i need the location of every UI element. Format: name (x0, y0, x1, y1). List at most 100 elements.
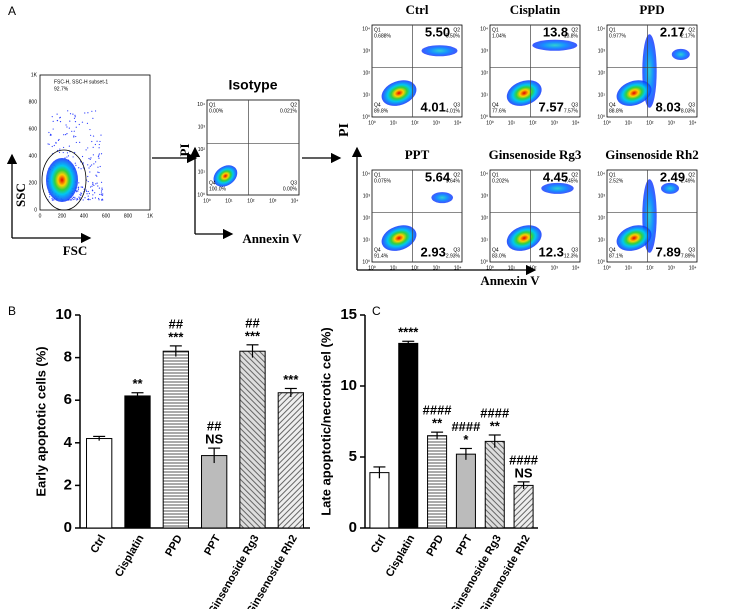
bar (513, 484, 534, 529)
x-tick-label: 400 (80, 213, 89, 219)
event-dot (89, 165, 91, 167)
quadrant-pct: 4.01% (446, 108, 461, 114)
event-dot (89, 171, 91, 173)
event-dot (75, 126, 77, 128)
event-dot (92, 181, 94, 184)
y-tick-label: 10³ (198, 124, 206, 130)
x-tick-label: 10⁰ (603, 120, 611, 126)
quadrant-pct: 0.00% (283, 186, 298, 192)
event-dot (87, 199, 90, 201)
event-dot (98, 187, 100, 189)
quadrant-pct: 0.00% (209, 108, 224, 114)
y-tick-label: 10⁴ (480, 27, 488, 33)
x-tick-label: 10³ (551, 120, 559, 126)
event-dot (69, 199, 71, 201)
event-dot (101, 194, 104, 196)
event-dot (87, 112, 89, 114)
x-tick-label: 10¹ (625, 265, 633, 271)
quadrant-name: Q2 (571, 27, 578, 33)
significance: *** (283, 372, 299, 387)
event-dot (97, 185, 99, 187)
significance: *** (168, 329, 184, 344)
event-dot (94, 192, 96, 194)
event-dot (72, 156, 74, 158)
event-dot (87, 190, 89, 193)
event-dot (80, 194, 82, 197)
event-dot (88, 157, 90, 160)
event-dot (91, 110, 93, 112)
y-tick-label: 10¹ (598, 92, 606, 98)
event-dot (89, 198, 91, 201)
density (616, 80, 652, 106)
event-dot (88, 167, 90, 169)
event-dot (92, 183, 94, 186)
event-dot (101, 187, 103, 189)
event-dot (98, 197, 100, 200)
event-dot (73, 117, 76, 119)
y-tick-label: 10 (55, 306, 72, 323)
y-tick-label: 10² (198, 147, 206, 153)
event-dot (93, 184, 95, 187)
significance: #### (423, 403, 453, 418)
quadrant-name: Q4 (209, 180, 216, 186)
x-tick-label: 10⁰ (486, 120, 494, 126)
quadrant-name: Q3 (571, 247, 578, 253)
event-dot (56, 119, 59, 122)
x-tick-label: 10² (529, 265, 537, 271)
quadrant-name: Q1 (209, 102, 216, 108)
quadrant-name: Q3 (453, 247, 460, 253)
q2-value: 4.45 (543, 169, 568, 184)
event-dot (90, 134, 92, 136)
event-dot (77, 187, 79, 189)
event-dot (51, 116, 53, 118)
significance: ** (490, 418, 501, 433)
event-dot (51, 199, 54, 201)
quadrant-name: Q3 (571, 102, 578, 108)
x-tick-label: 10² (247, 198, 255, 204)
y-tick-label: 10⁰ (480, 114, 488, 120)
event-dot (65, 124, 67, 126)
event-dot (66, 133, 68, 135)
significance: ## (169, 316, 184, 331)
y-tick-label: 10⁴ (597, 27, 605, 33)
y-tick-label: 4 (64, 434, 73, 451)
event-dot (99, 140, 101, 143)
event-dot (98, 143, 100, 146)
bar (398, 342, 419, 529)
q3-value: 4.01 (421, 99, 446, 114)
x-tick-label: 0 (39, 213, 42, 219)
x-tick-label: PPD (163, 533, 185, 559)
event-dot (68, 127, 70, 129)
quadrant-pct: 0.688% (374, 33, 392, 39)
x-tick-label: Ctrl (369, 533, 389, 555)
x-tick-label: PPD (424, 533, 446, 559)
event-dot (86, 193, 88, 195)
density (381, 225, 417, 251)
event-dot (98, 153, 100, 155)
event-dot (48, 196, 51, 198)
y-tick-label: 10³ (598, 49, 606, 55)
event-dot (78, 196, 80, 198)
panel-label: A (8, 4, 16, 18)
event-dot (95, 161, 97, 163)
quadrant-pct: 91.4% (374, 253, 389, 259)
event-dot (71, 197, 73, 200)
y-tick-label: 10⁰ (597, 114, 605, 120)
y-tick-label: 10¹ (363, 92, 371, 98)
y-tick-label: 10⁴ (480, 172, 488, 178)
event-dot (52, 120, 54, 123)
bar (277, 392, 304, 529)
event-dot (53, 199, 55, 201)
event-dot (84, 112, 86, 114)
x-tick-label: PPT (202, 533, 223, 558)
q2-value: 2.17 (660, 24, 685, 39)
x-tick-label: 10² (529, 120, 537, 126)
quadrant-name: Q3 (453, 102, 460, 108)
y-tick-label: 10⁰ (597, 259, 605, 265)
y-tick-label: 10³ (481, 194, 489, 200)
event-dot (92, 154, 94, 156)
significance: ** (132, 376, 143, 391)
event-dot (59, 117, 61, 119)
y-tick-label: 10⁰ (362, 114, 370, 120)
